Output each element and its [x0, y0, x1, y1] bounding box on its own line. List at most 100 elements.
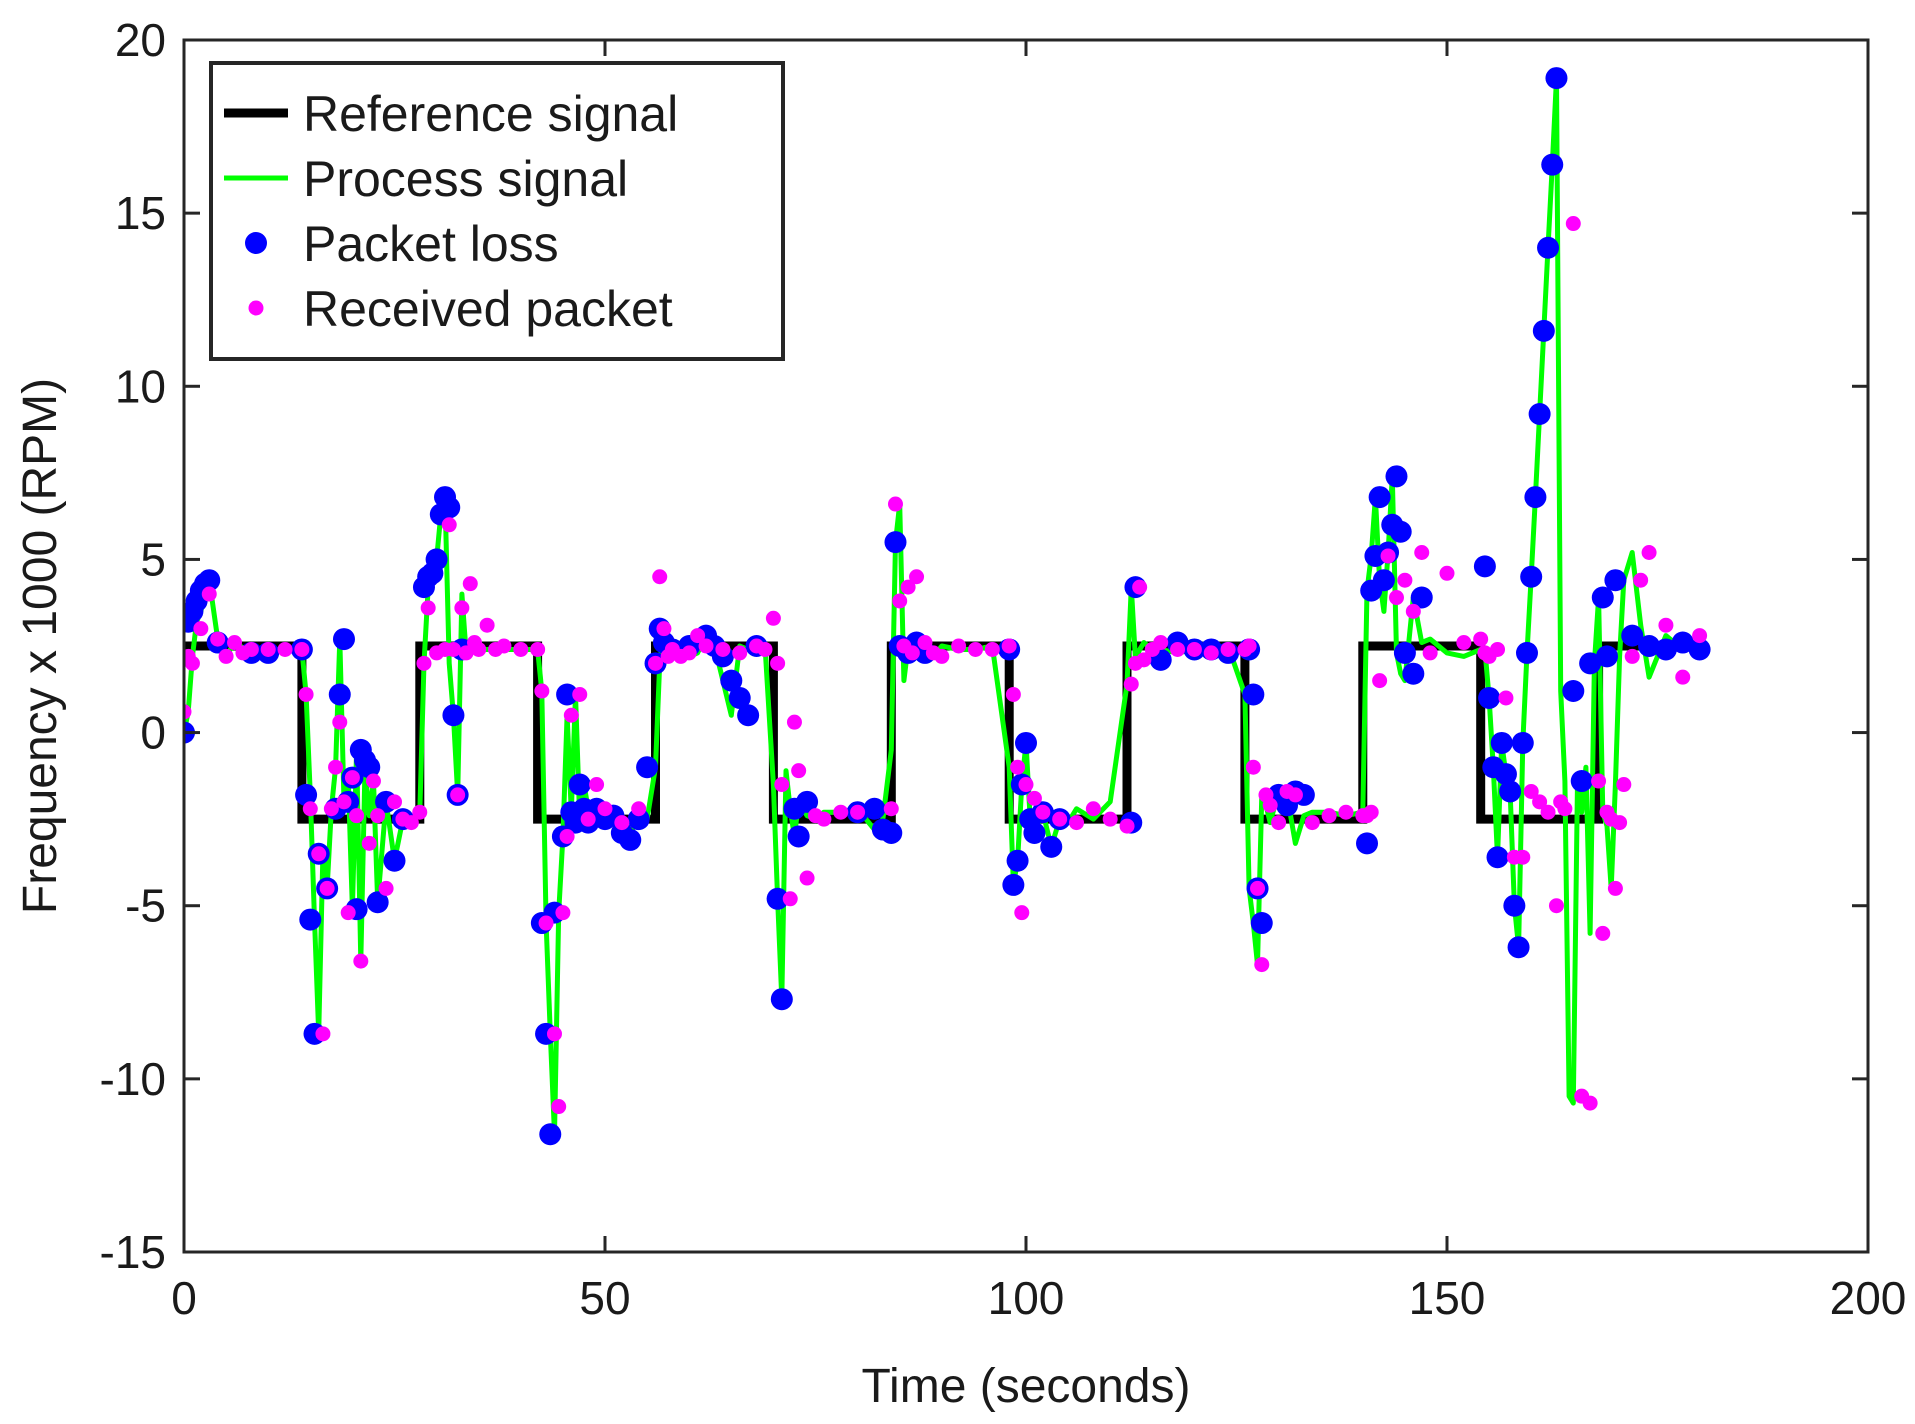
received-packet-point [1624, 648, 1640, 664]
received-packet-point [454, 600, 470, 616]
received-packet-point [328, 759, 344, 775]
legend-box [209, 61, 785, 361]
received-packet-point [1250, 880, 1266, 896]
packet-loss-point [1410, 586, 1433, 609]
received-packet-point [1069, 815, 1085, 831]
received-packet-point [1439, 565, 1455, 581]
legend: Reference signal Process signal Packet los… [209, 61, 785, 361]
received-packet-point [1102, 811, 1118, 827]
packet-loss-point [1023, 821, 1046, 844]
received-packet-point [631, 801, 647, 817]
received-packet-point [1490, 641, 1506, 657]
packet-loss-markers [184, 67, 1711, 1146]
received-packet-point [690, 628, 706, 644]
x-tick-label: 200 [1830, 1272, 1907, 1324]
packet-loss-point [1524, 486, 1547, 509]
received-packet-point [1085, 801, 1101, 817]
received-packet-point [1010, 759, 1026, 775]
received-packet-point [786, 714, 802, 730]
received-packet-point [1153, 635, 1169, 651]
received-packet-point [1607, 880, 1623, 896]
received-packet-point [1675, 669, 1691, 685]
received-packet-point [698, 638, 714, 654]
received-packet-point [1304, 815, 1320, 831]
received-packet-point [559, 828, 575, 844]
received-packet-point [1380, 548, 1396, 564]
received-packet-point [184, 655, 200, 671]
received-packet-point [1557, 801, 1573, 817]
packet-loss-point [1541, 153, 1564, 176]
packet-loss-point [1595, 645, 1618, 668]
packet-loss-point [1490, 731, 1513, 754]
received-packet-point [1136, 652, 1152, 668]
legend-label: Reference signal [303, 86, 678, 142]
received-packet-point [883, 801, 899, 817]
received-packet-point [816, 811, 832, 827]
received-packet-point [302, 801, 318, 817]
received-packet-point [534, 683, 550, 699]
legend-swatch-received [248, 300, 264, 316]
packet-loss-point [1393, 641, 1416, 664]
received-packet-point [471, 641, 487, 657]
received-packet-point [555, 905, 571, 921]
received-packet-point [1005, 686, 1021, 702]
received-packet-point [1548, 898, 1564, 914]
legend-swatch-packet-loss [245, 232, 267, 254]
received-packet-point [319, 880, 335, 896]
packet-loss-point [1356, 832, 1379, 855]
received-packet-point [563, 707, 579, 723]
y-tick-label: 10 [115, 360, 166, 412]
received-packet-point [765, 610, 781, 626]
received-packet-point [311, 846, 327, 862]
packet-loss-point [1511, 731, 1534, 754]
received-packet-point [1203, 645, 1219, 661]
x-tick-label: 100 [988, 1272, 1065, 1324]
received-packet-point [315, 1026, 331, 1042]
received-packet-point [1641, 545, 1657, 561]
packet-loss-point [1040, 835, 1063, 858]
packet-loss-point [1591, 586, 1614, 609]
packet-loss-point [1368, 486, 1391, 509]
packet-loss-point [1402, 662, 1425, 685]
received-packet-point [614, 815, 630, 831]
received-packet-point [378, 880, 394, 896]
received-packet-point [1119, 818, 1135, 834]
packet-loss-point [1015, 731, 1037, 754]
received-packet-point [1287, 787, 1303, 803]
packet-loss-point [1579, 652, 1602, 675]
legend-item-process: Process signal [224, 151, 628, 207]
packet-loss-point [1532, 319, 1555, 342]
received-packet-point [1245, 759, 1261, 775]
received-packet-point [184, 704, 192, 720]
y-tick-label: 0 [140, 707, 166, 759]
y-tick-label: -5 [125, 880, 166, 932]
legend-item-reference: Reference signal [224, 86, 678, 142]
packet-loss-point [1507, 936, 1530, 959]
received-packet-point [1026, 790, 1042, 806]
packet-loss-point [1372, 569, 1395, 592]
x-tick-label: 50 [579, 1272, 630, 1324]
packet-loss-point [1545, 67, 1568, 90]
legend-item-received: Received packet [248, 281, 673, 337]
packet-loss-point [728, 686, 751, 709]
received-packet-point [1422, 645, 1438, 661]
received-packet-point [340, 905, 356, 921]
received-packet-point [909, 569, 925, 585]
received-packet-point [1123, 676, 1139, 692]
packet-loss-point [1389, 520, 1412, 543]
received-packet-point [1414, 545, 1430, 561]
received-packet-point [210, 631, 226, 647]
y-tick-label: 15 [115, 187, 166, 239]
received-packet-point [1014, 905, 1030, 921]
received-packet-point [1456, 635, 1472, 651]
received-packet-point [892, 593, 908, 609]
packet-loss-point [884, 531, 907, 554]
packet-loss-point [1654, 638, 1677, 661]
packet-loss-point [1604, 569, 1627, 592]
packet-loss-point [1638, 635, 1661, 657]
received-packet-point [332, 714, 348, 730]
packet-loss-point [442, 704, 465, 727]
packet-loss-point [299, 908, 322, 931]
series-layer [184, 67, 1711, 1146]
